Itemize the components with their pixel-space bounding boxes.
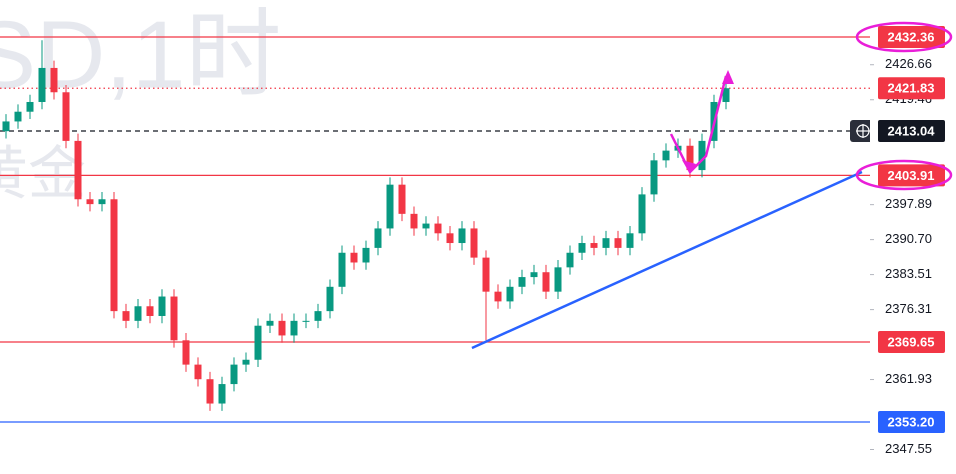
candle-body (170, 296, 178, 341)
candle-body (326, 286, 334, 312)
candle-body (446, 233, 454, 244)
candle-body (422, 223, 430, 229)
candle-body (350, 252, 358, 263)
y-tick-label: 2426.66 (885, 56, 932, 71)
candle-body (98, 199, 106, 205)
candle-body (722, 88, 730, 102)
candle-body (386, 184, 394, 229)
candle-body (482, 257, 490, 292)
candle-body (314, 311, 322, 321)
price-label-box (878, 119, 945, 142)
candle-body (686, 145, 694, 171)
candle-body (242, 359, 250, 365)
candle-body (398, 184, 406, 214)
price-label-box (878, 331, 945, 354)
arrow-head (682, 160, 696, 174)
price-label: 2421.83 (888, 81, 935, 96)
candle-body (302, 320, 310, 322)
candle-body (146, 306, 154, 316)
price-label: 2403.91 (888, 168, 935, 183)
plot (0, 36, 870, 423)
candle-body (278, 320, 286, 336)
candle-body (602, 238, 610, 248)
candle-body (518, 277, 526, 287)
candle-body (266, 320, 274, 326)
candle-body (194, 364, 202, 380)
candle-body (2, 121, 10, 132)
candle-body (566, 252, 574, 268)
candle-body (14, 111, 22, 122)
price-label-box (878, 77, 945, 100)
candle-body (182, 340, 190, 365)
candle-body (110, 199, 118, 312)
candle-body (62, 92, 70, 141)
candle-body (614, 238, 622, 248)
price-label: 2413.04 (888, 123, 936, 138)
candle-body (206, 379, 214, 404)
candle-body (470, 228, 478, 258)
arrow-path (669, 75, 728, 175)
candle-body (26, 101, 34, 112)
price-label: 2369.65 (888, 334, 935, 349)
candle-body (434, 223, 442, 234)
candle-body (626, 233, 634, 248)
highlight-ellipse (855, 159, 953, 191)
price-label: 2353.20 (888, 414, 935, 429)
candle-body (122, 311, 130, 321)
watermark-sub: 黄金 (0, 141, 86, 206)
y-tick-label: 2376.31 (885, 301, 932, 316)
candle-body (362, 247, 370, 263)
watermark: SD,1时 (0, 1, 281, 108)
y-tick-label: 2347.55 (885, 441, 932, 456)
candle-body (698, 140, 706, 171)
price-label: 2432.36 (888, 29, 935, 44)
candle-body (494, 291, 502, 302)
candle-body (542, 272, 550, 292)
crosshair-icon (850, 120, 876, 142)
candle-body (218, 384, 226, 404)
trendline (471, 170, 863, 350)
candle-body (458, 228, 466, 244)
y-tick-label: 2383.51 (885, 266, 932, 281)
candle-body (134, 306, 142, 321)
candle-body (410, 213, 418, 229)
candle-body (374, 228, 382, 248)
candle-body (338, 252, 346, 287)
candle-body (86, 199, 94, 205)
price-label-box (878, 26, 945, 49)
price-label-box (878, 411, 945, 434)
highlight-ellipse (855, 21, 953, 53)
highlights (855, 21, 953, 191)
candle-body (650, 160, 658, 195)
y-tick-label: 2361.93 (885, 371, 932, 386)
candle-body (254, 325, 262, 360)
candle-body (554, 267, 562, 292)
y-tick-label: 2397.89 (885, 196, 932, 211)
candle-body (158, 296, 166, 316)
candle-body (506, 286, 514, 302)
candle-body (530, 272, 538, 278)
candle-body (38, 67, 46, 102)
candle-body (590, 243, 598, 248)
candle-body (50, 67, 58, 93)
y-tick-label: 2390.70 (885, 231, 932, 246)
arrow-head (722, 70, 734, 84)
candle-body (230, 364, 238, 385)
annotations (669, 70, 876, 175)
candle-body (638, 194, 646, 234)
price-axis: 2426.662419.462397.892390.702383.512376.… (870, 0, 956, 474)
candle-body (578, 243, 586, 253)
price-label-box (878, 164, 945, 187)
candle-body (662, 150, 670, 161)
candle-body (290, 320, 298, 336)
candle-body (74, 140, 82, 200)
